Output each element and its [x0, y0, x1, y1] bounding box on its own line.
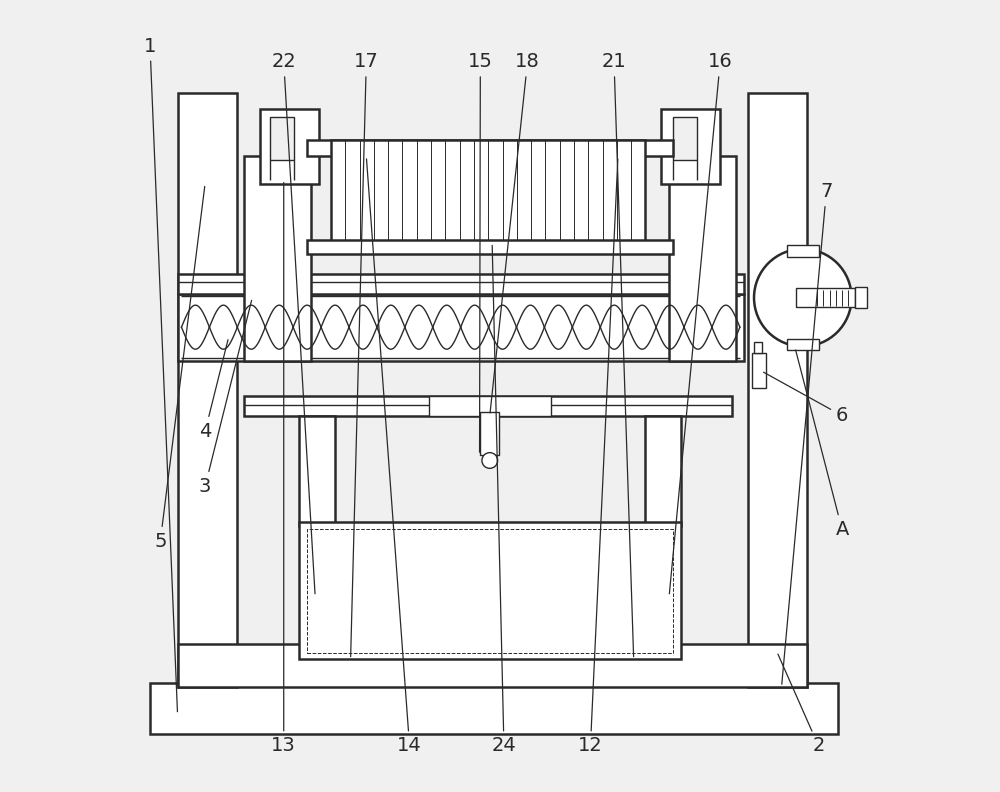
- Text: 22: 22: [271, 52, 315, 594]
- Bar: [244, 396, 732, 416]
- Bar: [260, 109, 319, 184]
- Text: 5: 5: [154, 186, 205, 551]
- Bar: [307, 529, 673, 653]
- Bar: [299, 522, 681, 660]
- Bar: [307, 240, 673, 254]
- Text: 21: 21: [602, 52, 634, 657]
- Text: 15: 15: [468, 52, 493, 452]
- Text: 12: 12: [578, 159, 618, 756]
- Text: 3: 3: [199, 300, 252, 496]
- Text: 17: 17: [351, 52, 379, 657]
- Bar: [661, 109, 720, 184]
- Bar: [178, 274, 744, 294]
- Text: A: A: [796, 350, 849, 539]
- Text: 2: 2: [778, 654, 825, 756]
- Bar: [299, 416, 335, 526]
- Bar: [645, 416, 681, 526]
- Bar: [270, 116, 294, 160]
- Bar: [429, 396, 551, 416]
- Bar: [855, 287, 867, 308]
- Bar: [244, 156, 311, 360]
- Circle shape: [754, 249, 852, 346]
- Circle shape: [482, 452, 498, 468]
- Bar: [752, 352, 766, 388]
- Bar: [673, 116, 697, 160]
- Text: 7: 7: [782, 182, 833, 684]
- Text: 24: 24: [492, 246, 516, 756]
- Bar: [787, 245, 819, 257]
- Text: 4: 4: [199, 340, 228, 441]
- Bar: [331, 140, 645, 242]
- Text: 13: 13: [271, 182, 296, 756]
- Text: 6: 6: [764, 372, 848, 425]
- Bar: [480, 412, 499, 455]
- Bar: [787, 339, 819, 350]
- Bar: [178, 644, 807, 687]
- Bar: [178, 93, 237, 687]
- Bar: [178, 294, 744, 360]
- Bar: [748, 93, 807, 687]
- Bar: [307, 140, 673, 156]
- Bar: [150, 683, 838, 734]
- Bar: [796, 288, 855, 307]
- Text: 18: 18: [490, 52, 540, 413]
- Bar: [754, 341, 762, 352]
- Text: 14: 14: [367, 159, 422, 756]
- Text: 16: 16: [669, 52, 733, 594]
- Text: 1: 1: [144, 36, 177, 712]
- Bar: [669, 156, 736, 360]
